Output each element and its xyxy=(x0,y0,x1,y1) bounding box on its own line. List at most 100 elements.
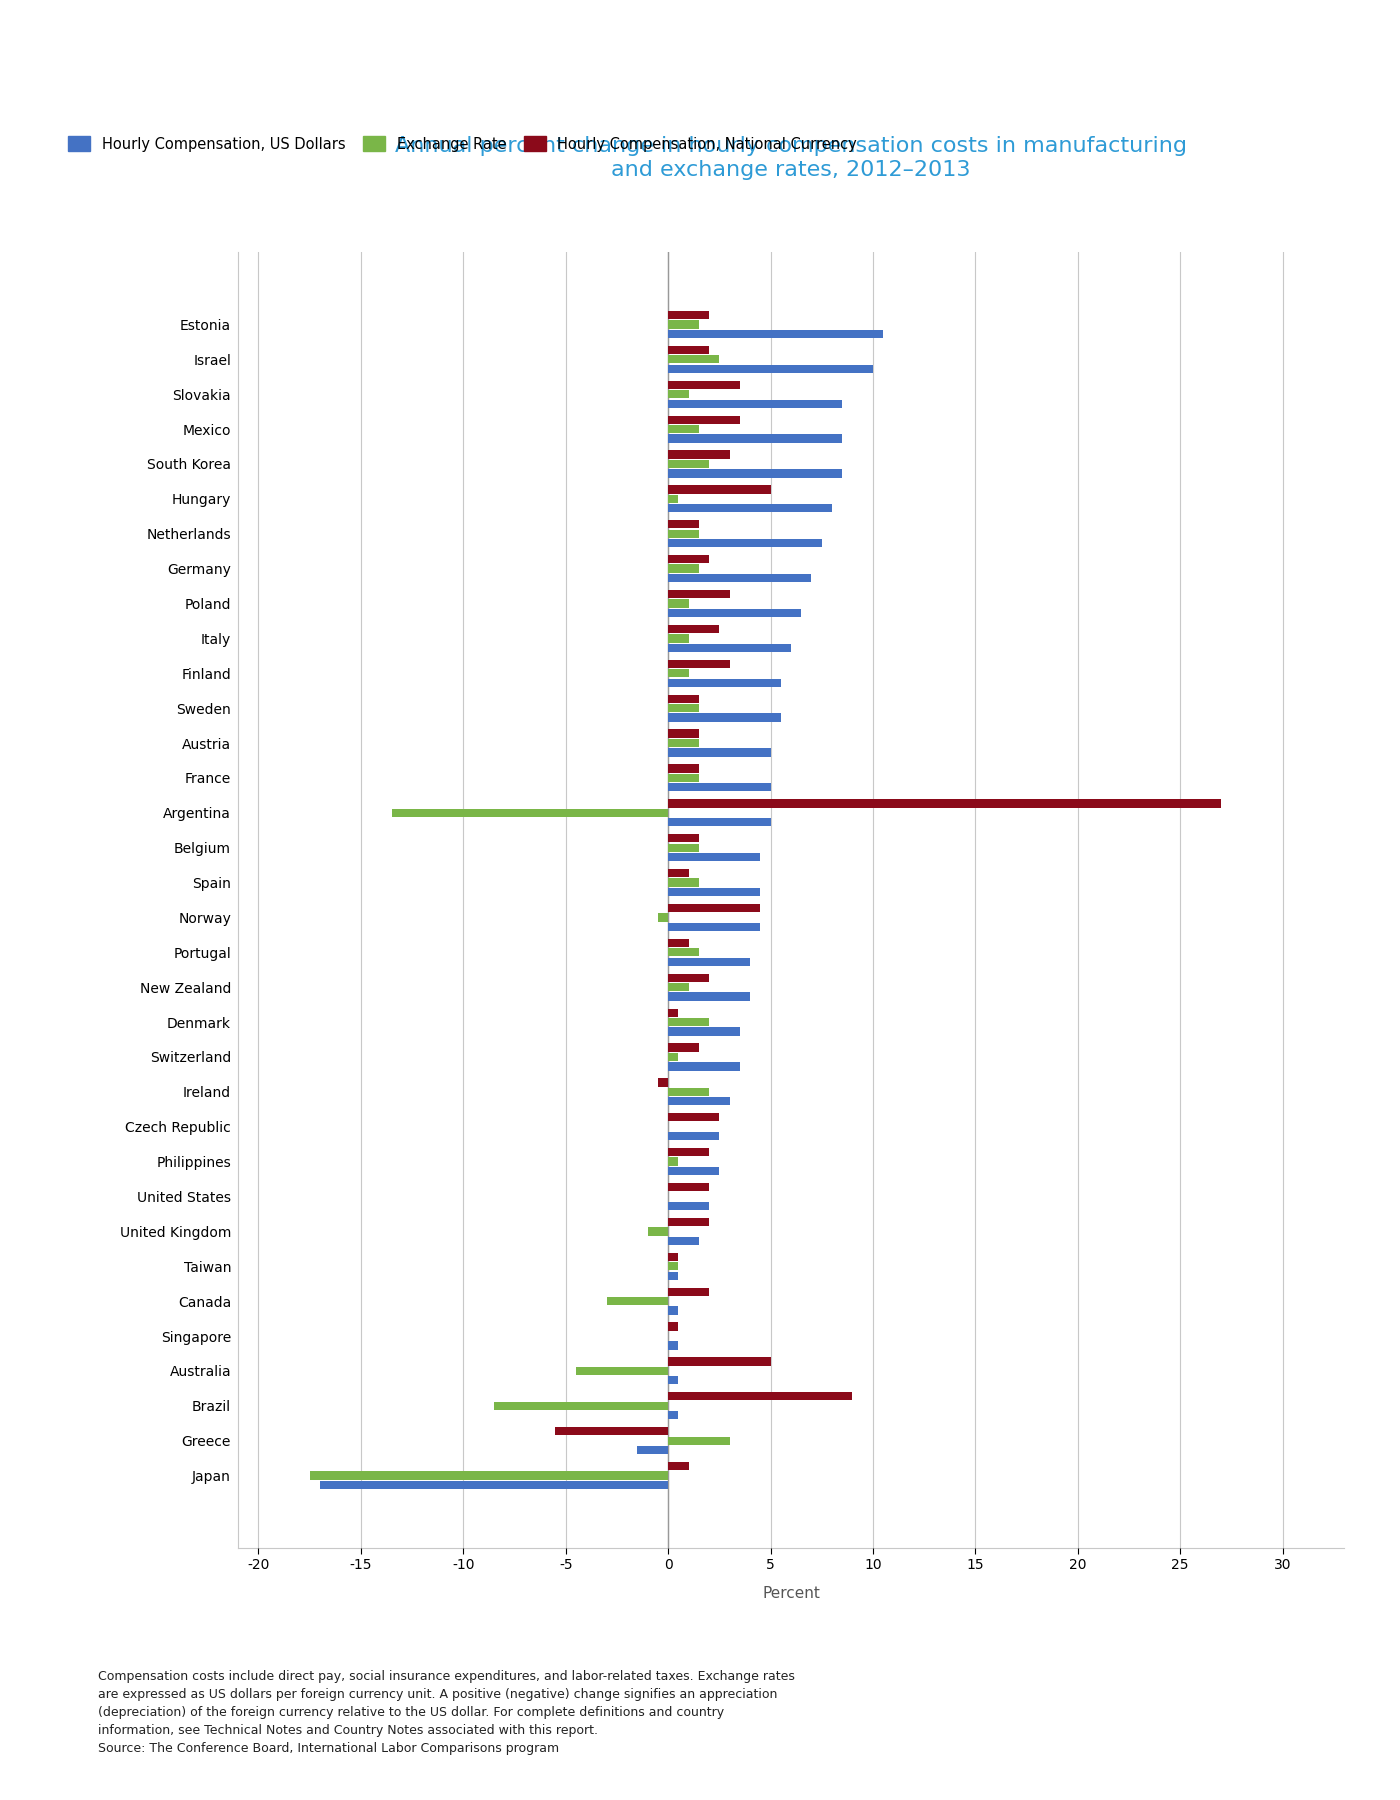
Bar xyxy=(668,799,1221,808)
Bar xyxy=(668,729,699,738)
Bar xyxy=(668,974,708,983)
Bar xyxy=(668,904,760,913)
Bar xyxy=(668,470,843,477)
Bar xyxy=(668,529,699,538)
Bar xyxy=(668,704,699,713)
Bar xyxy=(668,320,699,329)
Bar xyxy=(668,992,750,1001)
Bar xyxy=(668,1307,679,1314)
Legend: Hourly Compensation, US Dollars, Exchange Rate, Hourly Compensation, National Cu: Hourly Compensation, US Dollars, Exchang… xyxy=(69,137,857,151)
Bar xyxy=(668,1391,853,1400)
Bar xyxy=(668,853,760,860)
Bar xyxy=(668,833,699,842)
Text: Compensation costs include direct pay, social insurance expenditures, and labor-: Compensation costs include direct pay, s… xyxy=(98,1670,795,1755)
Bar xyxy=(668,1019,708,1026)
Bar xyxy=(668,844,699,851)
Bar xyxy=(668,958,750,967)
Bar xyxy=(668,538,822,547)
Title: Annual percent change in hourly compensation costs in manufacturing
and exchange: Annual percent change in hourly compensa… xyxy=(395,137,1187,180)
Bar xyxy=(668,869,689,877)
Bar xyxy=(309,1471,668,1480)
Bar xyxy=(668,1148,708,1156)
Bar xyxy=(575,1366,668,1375)
Bar xyxy=(668,713,781,722)
Bar xyxy=(392,808,668,817)
Bar xyxy=(668,1377,679,1384)
Bar xyxy=(668,1008,679,1017)
Bar xyxy=(668,1166,720,1175)
Bar xyxy=(668,504,832,513)
Bar xyxy=(668,1053,679,1062)
Bar xyxy=(648,1228,668,1235)
Bar xyxy=(668,1202,708,1210)
Bar xyxy=(668,425,699,434)
Bar xyxy=(668,1028,739,1035)
Bar xyxy=(668,434,843,443)
Bar xyxy=(668,1132,720,1139)
Bar xyxy=(668,311,708,319)
Bar xyxy=(668,495,679,502)
Bar xyxy=(668,738,699,747)
Bar xyxy=(494,1402,668,1409)
Bar xyxy=(637,1445,668,1454)
Bar xyxy=(668,416,739,423)
Bar xyxy=(668,486,770,493)
Bar xyxy=(668,949,699,956)
Bar xyxy=(668,574,812,581)
Bar xyxy=(668,1098,729,1105)
Bar xyxy=(668,1112,720,1121)
Bar xyxy=(321,1481,668,1489)
Bar xyxy=(668,661,729,668)
Bar xyxy=(606,1298,668,1305)
Bar xyxy=(668,1411,679,1420)
Bar xyxy=(668,634,689,643)
Bar xyxy=(668,355,720,364)
Bar xyxy=(668,329,883,338)
Bar xyxy=(668,983,689,992)
Bar xyxy=(668,783,770,792)
Bar xyxy=(668,1183,708,1192)
Bar xyxy=(668,380,739,389)
Bar xyxy=(668,1157,679,1166)
Bar xyxy=(668,346,708,355)
Bar xyxy=(668,599,689,608)
Bar xyxy=(668,625,720,634)
Bar xyxy=(668,940,689,947)
Bar xyxy=(668,695,699,702)
Bar xyxy=(668,765,699,772)
Bar xyxy=(668,450,729,459)
Bar xyxy=(668,459,708,468)
Bar xyxy=(668,1237,699,1246)
Bar xyxy=(668,520,699,529)
Bar xyxy=(668,644,791,652)
Bar xyxy=(668,1271,679,1280)
Bar xyxy=(658,913,668,922)
Bar xyxy=(668,1462,689,1471)
Bar xyxy=(658,1078,668,1087)
Bar xyxy=(668,923,760,931)
Bar xyxy=(668,749,770,756)
Bar xyxy=(668,608,801,617)
Bar xyxy=(668,817,770,826)
Bar xyxy=(668,774,699,781)
Bar xyxy=(668,670,689,677)
Bar xyxy=(668,365,874,373)
Bar xyxy=(668,1062,739,1071)
Bar xyxy=(668,1262,679,1271)
Bar xyxy=(668,1323,679,1330)
X-axis label: Percent: Percent xyxy=(762,1586,820,1602)
Bar xyxy=(668,878,699,887)
Bar xyxy=(668,1253,679,1262)
Bar xyxy=(668,554,708,563)
Bar xyxy=(668,887,760,896)
Bar xyxy=(668,590,729,598)
Bar xyxy=(668,1087,708,1096)
Bar xyxy=(668,391,689,398)
Bar xyxy=(668,400,843,409)
Bar xyxy=(668,679,781,688)
Bar xyxy=(668,1287,708,1296)
Bar xyxy=(668,1219,708,1226)
Bar xyxy=(668,1357,770,1366)
Bar xyxy=(668,1044,699,1051)
Bar xyxy=(668,1341,679,1350)
